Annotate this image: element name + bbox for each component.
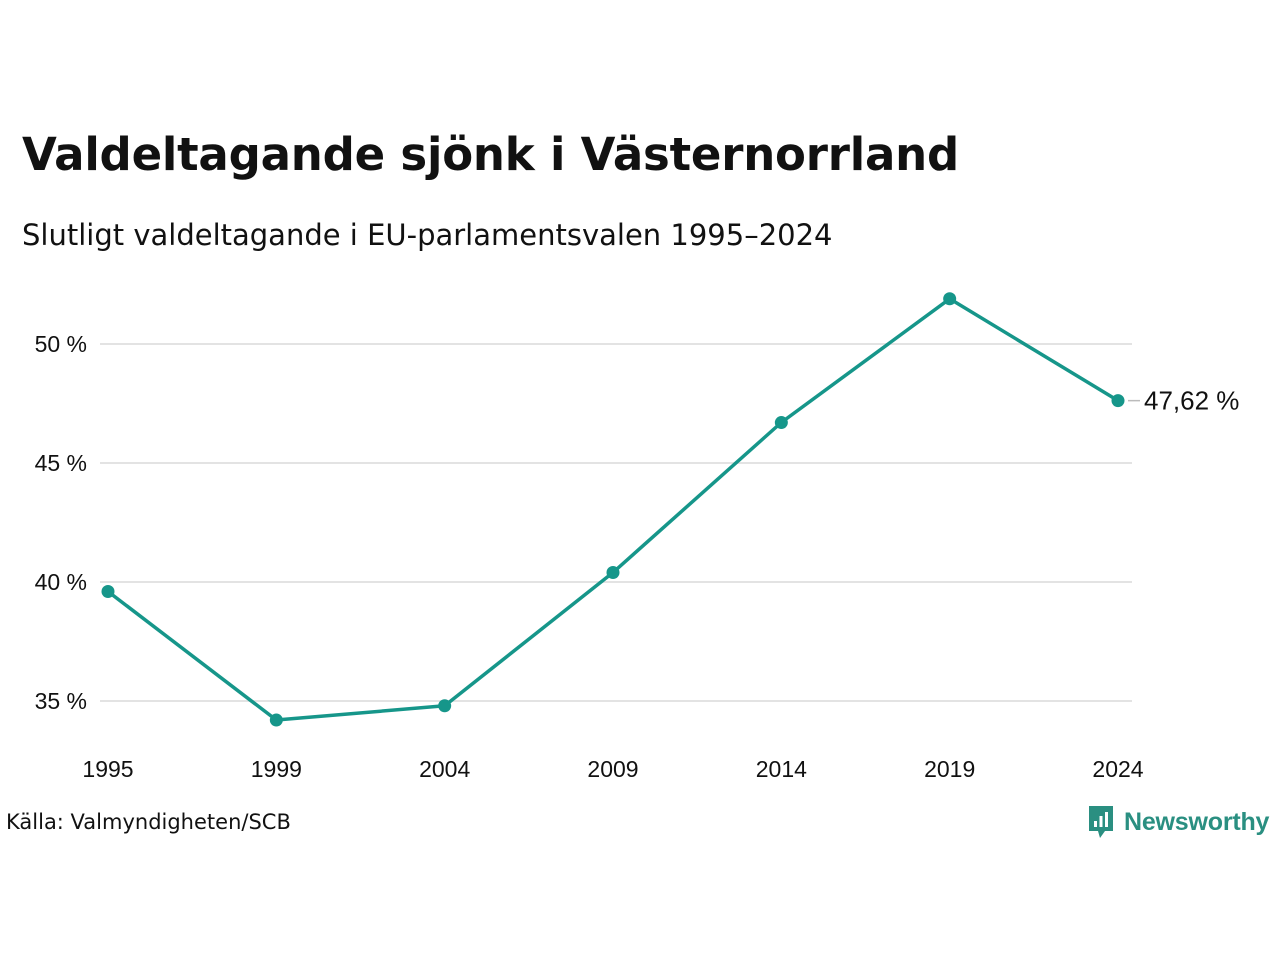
data-points: [101, 292, 1125, 727]
x-tick-label: 1995: [82, 756, 133, 782]
data-point: [606, 565, 620, 579]
brand-name: Newsworthy: [1124, 807, 1270, 836]
brand-logo: Newsworthy: [1087, 804, 1269, 840]
x-tick-label: 2019: [924, 756, 975, 782]
x-tick-label: 2014: [756, 756, 807, 782]
source-note: Källa: Valmyndigheten/SCB: [6, 810, 291, 834]
y-tick-label: 45 %: [35, 450, 87, 476]
data-point: [943, 292, 957, 306]
y-tick-label: 50 %: [35, 331, 87, 357]
x-tick-label: 1999: [251, 756, 302, 782]
end-label-group: 47,62 %: [1128, 386, 1239, 416]
y-tick-label: 40 %: [35, 569, 87, 595]
x-tick-label: 2024: [1092, 756, 1143, 782]
data-point: [269, 713, 283, 727]
data-point: [1111, 394, 1125, 408]
y-tick-label: 35 %: [35, 688, 87, 714]
x-tick-label: 2004: [419, 756, 470, 782]
newsworthy-logo-icon: [1089, 806, 1113, 838]
data-point: [774, 416, 788, 430]
series-line-path: [106, 297, 1120, 722]
x-axis-ticks: 1995 1999 2004 2009 2014 2019 2024: [82, 756, 1143, 782]
chart-subtitle: Slutligt valdeltagande i EU-parlamentsva…: [22, 218, 833, 252]
line-chart: 35 % 40 % 45 % 50 % 1995 1999 2004 2009 2014 201…: [35, 292, 1239, 782]
y-axis-ticks: 35 % 40 % 45 % 50 %: [35, 331, 87, 714]
series-line: [106, 297, 1120, 722]
data-point: [438, 699, 452, 713]
x-tick-label: 2009: [587, 756, 638, 782]
gridlines: [100, 343, 1132, 702]
chart-title: Valdeltagande sjönk i Västernorrland: [22, 128, 959, 181]
data-point: [101, 585, 115, 599]
end-value-label: 47,62 %: [1144, 386, 1239, 416]
